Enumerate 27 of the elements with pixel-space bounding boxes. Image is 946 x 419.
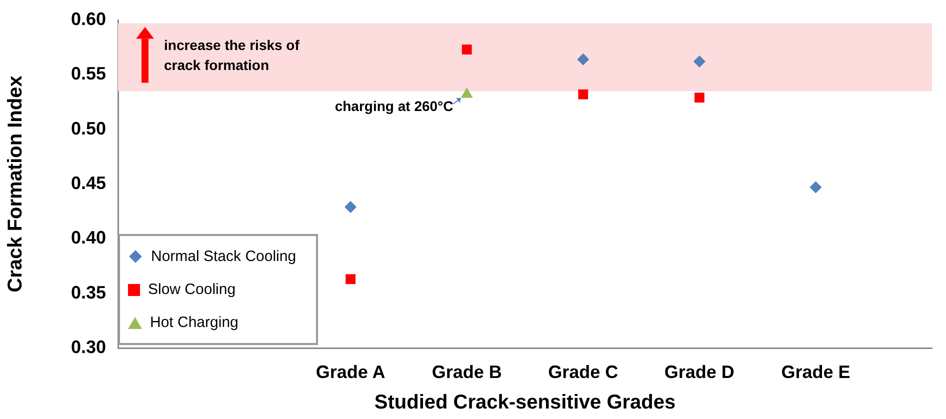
point <box>694 92 704 103</box>
legend-label: Normal Stack Cooling <box>151 248 296 265</box>
y-tick-label: 0.35 <box>70 282 106 302</box>
y-axis-title: Crack Formation Index <box>4 76 27 292</box>
x-tick-label: Grade C <box>548 362 618 382</box>
y-tick-label: 0.40 <box>70 228 106 248</box>
point <box>346 274 356 284</box>
legend-label: Slow Cooling <box>148 281 236 298</box>
x-tick-label: Grade A <box>316 362 386 382</box>
point <box>462 44 472 54</box>
point <box>578 89 588 100</box>
point <box>344 200 357 213</box>
point <box>577 53 590 66</box>
y-tick-label: 0.45 <box>70 172 106 193</box>
point <box>810 181 822 194</box>
x-tick-label: Grade B <box>432 362 502 382</box>
y-tick-label: 0.60 <box>70 8 106 29</box>
x-tick-label: Grade E <box>781 362 850 382</box>
annotation: charging at 260°C <box>334 98 454 114</box>
y-tick-label: 0.55 <box>70 64 106 84</box>
point <box>693 56 706 68</box>
y-tick-label: 0.30 <box>70 336 106 357</box>
band-label: increase the risks of crack formation <box>164 36 300 76</box>
x-tick-label: Grade D <box>664 362 734 382</box>
y-tick-label: 0.50 <box>70 118 106 138</box>
x-axis-title: Studied Crack-sensitive Grades <box>374 392 676 414</box>
legend-label: Hot Charging <box>150 314 238 331</box>
